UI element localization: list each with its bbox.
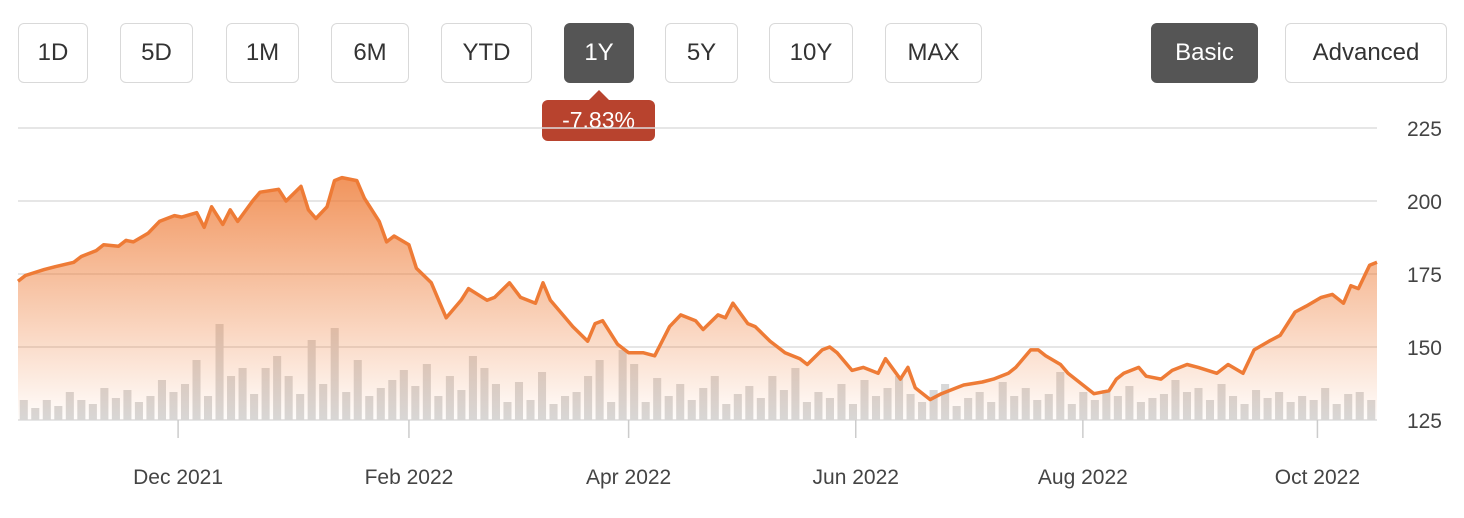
x-axis: Dec 2021 Feb 2022 Apr 2022 Jun 2022 Aug 2022… [133,420,1360,489]
range-button-ytd[interactable]: YTD [441,23,532,83]
toolbar: 1D 5D 1M 6M YTD 1Y 5Y 10Y MAX Basic Adva… [0,0,1464,90]
price-series [16,175,1378,420]
x-tick-label: Feb 2022 [365,466,454,489]
y-tick-label: 125 [1407,410,1442,433]
range-button-6m[interactable]: 6M [331,23,409,83]
range-button-max[interactable]: MAX [885,23,982,83]
y-tick-label: 175 [1407,264,1442,287]
x-tick-label: Dec 2021 [133,466,223,489]
range-button-1y[interactable]: 1Y [564,23,634,83]
x-tick-label: Oct 2022 [1275,466,1360,489]
price-line [16,175,1378,402]
y-tick-label: 225 [1407,118,1442,141]
x-tick-label: Aug 2022 [1038,466,1128,489]
basic-mode-button[interactable]: Basic [1151,23,1258,83]
range-button-10y[interactable]: 10Y [769,23,853,83]
range-button-1m[interactable]: 1M [226,23,299,83]
x-tick-label: Apr 2022 [586,466,671,489]
advanced-mode-button[interactable]: Advanced [1285,23,1447,83]
range-button-5y[interactable]: 5Y [665,23,738,83]
price-area [18,177,1377,420]
range-button-1d[interactable]: 1D [18,23,88,83]
y-axis: 125 150 175 200 225 [1407,118,1442,433]
x-tick-label: Jun 2022 [813,466,899,489]
y-tick-label: 150 [1407,337,1442,360]
badge-caret [589,90,609,100]
y-tick-label: 200 [1407,191,1442,214]
range-button-5d[interactable]: 5D [120,23,193,83]
change-badge: -7.83% [542,90,655,141]
